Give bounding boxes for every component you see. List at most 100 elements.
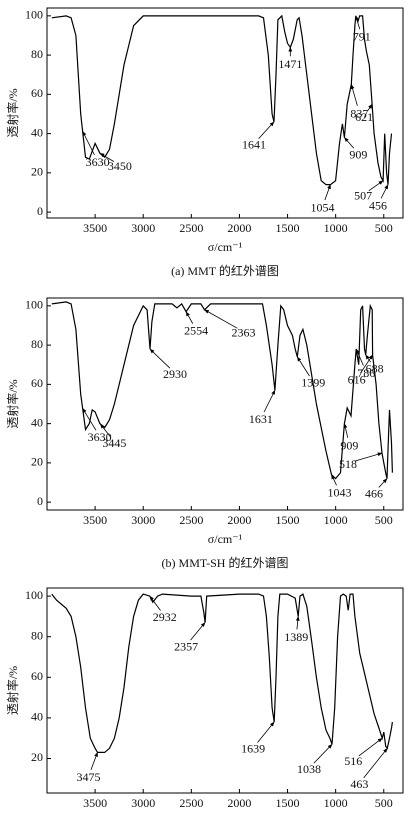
annotation-arrow (263, 389, 276, 413)
x-tick-label: 1000 (324, 513, 348, 527)
annotation-label: 2363 (232, 326, 256, 340)
annotation-arrow (257, 721, 275, 743)
annotation-arrow (324, 184, 331, 201)
annotation-label: 3630 (88, 430, 112, 444)
x-tick-label: 500 (375, 513, 393, 527)
annotation-arrow (149, 595, 161, 611)
annotation-label: 1038 (297, 762, 321, 776)
annotation-label: 507 (354, 188, 372, 202)
annotation-label: 466 (365, 486, 383, 500)
y-tick-label: 20 (31, 750, 43, 764)
annotation-arrow (344, 137, 355, 149)
annotation-arrow (185, 311, 194, 324)
annotation-label: 456 (369, 198, 387, 212)
annotation-label: 688 (366, 362, 384, 376)
annotation-arrow (331, 474, 337, 486)
annotation-arrow (99, 152, 115, 162)
annotation-arrow (295, 615, 300, 630)
annotation-arrow (365, 354, 372, 363)
annotation-label: 3450 (108, 159, 132, 173)
y-tick-label: 40 (31, 125, 43, 139)
annotation-arrow (190, 622, 206, 641)
x-tick-label: 3000 (131, 796, 155, 810)
annotation-arrow (296, 356, 310, 377)
y-tick-label: 20 (31, 455, 43, 469)
spectrum-line (51, 301, 393, 480)
annotation-label: 909 (340, 438, 358, 452)
annotation-label: 791 (353, 30, 371, 44)
annotation-arrow (358, 737, 383, 757)
annotation-arrow (355, 15, 361, 30)
x-tick-label: 2500 (179, 796, 203, 810)
annotation-arrow (149, 348, 171, 369)
annotation-label: 837 (350, 106, 368, 120)
annotation-label: 1399 (301, 376, 325, 390)
annotation-arrow (82, 130, 95, 156)
annotation-label: 1054 (310, 200, 334, 214)
annotation-label: 1639 (241, 742, 265, 756)
annotation-label: 1631 (249, 412, 273, 426)
annotation-arrow (378, 478, 388, 488)
y-tick-label: 40 (31, 710, 43, 724)
y-tick-label: 100 (25, 588, 43, 602)
y-tick-label: 100 (25, 8, 43, 22)
x-tick-label: 2500 (179, 513, 203, 527)
annotation-arrow (354, 452, 383, 462)
x-tick-label: 1000 (324, 796, 348, 810)
annotation-arrow (350, 84, 358, 106)
x-tick-label: 2000 (227, 221, 251, 235)
annotation-label: 1043 (328, 485, 352, 499)
annotation-label: 786 (357, 366, 375, 380)
x-tick-label: 1500 (276, 513, 300, 527)
annotation-label: 621 (355, 110, 373, 124)
annotation-label: 1389 (284, 630, 308, 644)
y-axis-label: 透射率/% (5, 88, 20, 137)
annotation-label: 2930 (163, 367, 187, 381)
annotation-arrow (313, 743, 333, 764)
annotation-label: 2932 (153, 610, 177, 624)
y-tick-label: 80 (31, 628, 43, 642)
y-tick-label: 80 (31, 47, 43, 61)
y-tick-label: 80 (31, 337, 43, 351)
y-tick-label: 60 (31, 376, 43, 390)
annotation-label: 1471 (278, 57, 302, 71)
y-tick-label: 0 (37, 494, 43, 508)
annotation-label: 518 (339, 457, 357, 471)
x-axis-label: σ/cm⁻¹ (208, 532, 243, 546)
annotation-arrow (380, 184, 389, 199)
spectrum-line (51, 14, 393, 186)
annotation-arrow (363, 747, 388, 779)
annotation-label: 3445 (102, 436, 126, 450)
annotation-arrow (360, 354, 373, 374)
annotation-label: 2357 (174, 639, 198, 653)
y-tick-label: 20 (31, 165, 43, 179)
annotation-arrow (367, 103, 373, 111)
annotation-label: 616 (348, 373, 366, 387)
annotation-arrow (343, 423, 349, 438)
x-tick-label: 1500 (276, 221, 300, 235)
x-tick-label: 3000 (131, 513, 155, 527)
annotation-arrow (258, 121, 275, 139)
caption: (a) MMT 的红外谱图 (171, 263, 279, 278)
annotation-arrow (90, 751, 98, 770)
y-axis-label: 透射率/% (5, 379, 20, 428)
annotation-arrow (204, 309, 238, 329)
plot-frame (46, 587, 404, 794)
x-tick-label: 1500 (276, 796, 300, 810)
plot-frame (46, 297, 404, 511)
annotation-label: 1641 (242, 138, 266, 152)
plot-frame (46, 7, 404, 219)
x-tick-label: 3000 (131, 221, 155, 235)
annotation-arrow (355, 348, 364, 366)
spectrum-line (51, 593, 393, 753)
x-tick-label: 2000 (227, 796, 251, 810)
x-tick-label: 2000 (227, 513, 251, 527)
annotation-arrow (368, 180, 384, 192)
y-tick-label: 0 (37, 204, 43, 218)
y-tick-label: 40 (31, 415, 43, 429)
x-axis-label: σ/cm⁻¹ (208, 240, 243, 254)
annotation-label: 3630 (86, 155, 110, 169)
x-tick-label: 3500 (83, 796, 107, 810)
y-axis-label: 透射率/% (5, 666, 20, 715)
